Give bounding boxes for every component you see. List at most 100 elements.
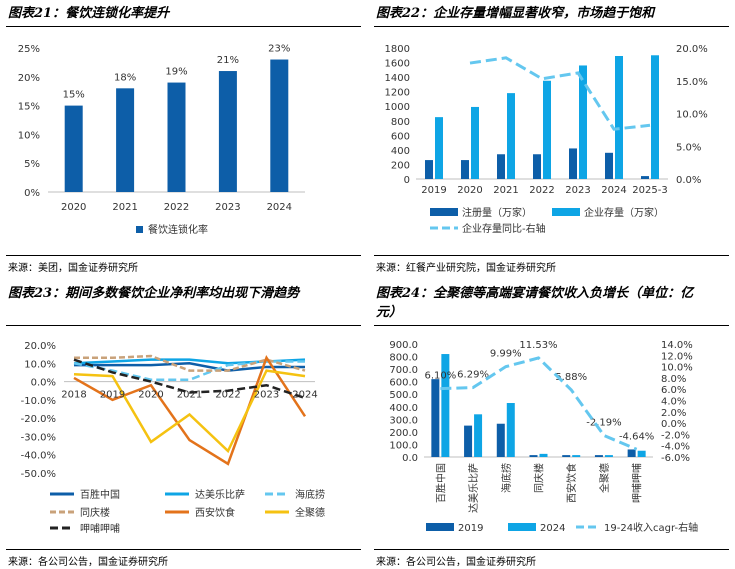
data-label: 19%: [165, 67, 187, 78]
y-tick-label: -40.0%: [21, 451, 56, 462]
chart-2: 0 200 400 600 800 1000 1200 1400 1600 1800 0.0% 5.0…: [385, 44, 708, 235]
x-tick-label: 2021: [493, 185, 518, 196]
line-西安饮食: [73, 355, 307, 466]
chart-1: 0% 5% 10% 15% 20% 25% 15% 2020 18% 2021 19% 2022 21%…: [18, 44, 305, 236]
y2-tick-label: 14.0%: [661, 340, 693, 351]
panel-2-bottom-rule: [374, 255, 729, 256]
panel-4-bottom-rule: [374, 549, 729, 550]
legend-label: 呷哺呷哺: [80, 522, 120, 535]
y2-tick-label: 6.0%: [661, 385, 686, 396]
bar-registrations-2021: [497, 154, 505, 179]
panel-4-title-line2: 元）: [376, 305, 403, 320]
bar-registrations-2019: [425, 160, 433, 179]
panel-1-title: 图表21：餐饮连锁化率提升: [8, 6, 170, 21]
y-tick-label: 1600: [385, 59, 410, 70]
panel-4-title-line1: 图表24：全聚德等高端宴请餐饮收入负增长（单位：亿: [376, 286, 694, 301]
y2-tick-label: 5.0%: [676, 142, 701, 153]
y-tick-label: 10%: [18, 130, 40, 141]
bar-2020: [64, 105, 83, 192]
legend-label: 餐饮连锁化率: [148, 223, 208, 236]
data-label: 15%: [63, 90, 85, 101]
panel-4-source: 来源：各公司公告，国金证券研究所: [376, 557, 536, 568]
x-tick-label: 2018: [61, 390, 86, 401]
y-tick-label: 0.0: [402, 453, 418, 464]
y-tick-label: 200.0: [389, 428, 418, 439]
panel-4-top-rule: [374, 325, 729, 326]
y-tick-label: 15%: [18, 102, 40, 113]
y-tick-label: 5%: [24, 159, 40, 170]
bar-stock-2020: [471, 106, 479, 179]
bar-2019-西安饮食: [562, 455, 571, 457]
panel-3-top-rule: [6, 325, 361, 326]
y2-tick-label: 2.0%: [661, 408, 686, 419]
x-tick-label: 2024: [267, 202, 292, 213]
y-tick-label: 400.0: [389, 403, 418, 414]
bar-stock-2025-3: [651, 55, 659, 179]
data-label: 23%: [268, 44, 290, 55]
y-tick-label: 1400: [385, 73, 410, 84]
data-label: 9.99%: [490, 349, 522, 360]
x-tick-label: 2024: [292, 390, 317, 401]
panel-1-bottom-rule: [6, 255, 361, 256]
y-tick-label: 10.0%: [24, 359, 56, 370]
bar-2024-百胜中国: [441, 354, 450, 457]
legend-label: 企业存量同比-右轴: [462, 222, 546, 235]
bar-2024-海底捞: [506, 403, 515, 457]
y2-tick-label: 10.0%: [676, 110, 708, 121]
bar-2023: [218, 71, 237, 192]
x-tick-label: 百胜中国: [434, 463, 447, 503]
y2-tick-label: 15.0%: [676, 77, 708, 88]
line-stock-yoy: [469, 56, 651, 131]
bar-2019-达美乐比萨: [464, 425, 473, 457]
y-tick-label: 0.0%: [31, 378, 56, 389]
bar-2019-全聚德: [594, 455, 603, 457]
panel-1-top-rule: [6, 26, 361, 27]
bar-2024-全聚德: [604, 455, 613, 457]
y-tick-label: 900.0: [389, 340, 418, 351]
y2-tick-label: 12.0%: [661, 351, 693, 362]
bar-stock-2021: [507, 93, 515, 179]
y-tick-label: 800: [391, 117, 410, 128]
x-tick-label: 呷哺呷哺: [631, 463, 644, 503]
x-tick-label: 海底捞: [500, 463, 513, 493]
data-label: 6.29%: [457, 370, 489, 381]
x-tick-label: 2024: [601, 185, 626, 196]
data-label: 18%: [114, 72, 136, 83]
y2-tick-label: -2.0%: [661, 430, 690, 441]
y2-tick-label: 10.0%: [661, 363, 693, 374]
bar-registrations-2023: [569, 148, 577, 179]
line-呷哺呷哺: [73, 358, 306, 400]
panel-2-title: 图表22：企业存量增幅显著收窄，市场趋于饱和: [376, 6, 655, 21]
bar-2019-海底捞: [496, 423, 505, 457]
bar-2022: [167, 82, 186, 192]
bar-2024-同庆楼: [539, 453, 548, 457]
data-label: -2.19%: [586, 417, 621, 428]
x-tick-label: 2022: [164, 202, 189, 213]
bar-2021: [116, 88, 135, 192]
legend-label: 海底捞: [295, 488, 325, 501]
x-tick-label: 2023: [254, 390, 279, 401]
y-tick-label: 0%: [24, 188, 40, 199]
y-tick-label: 700.0: [389, 365, 418, 376]
y-tick-label: 20%: [18, 73, 40, 84]
y-tick-label: -30.0%: [21, 432, 56, 443]
y-tick-label: -10.0%: [21, 396, 56, 407]
bar-stock-2019: [435, 117, 443, 179]
x-tick-label: 2021: [112, 202, 137, 213]
legend-label: 19-24收入cagr-右轴: [604, 521, 698, 534]
y-tick-label: 600: [391, 131, 410, 142]
y-tick-label: 0: [404, 175, 410, 186]
y-tick-label: 20.0%: [24, 341, 56, 352]
legend-swatch-2019: [426, 523, 454, 531]
x-tick-label: 2022: [215, 390, 240, 401]
bar-2024-西安饮食: [572, 455, 581, 457]
x-tick-label: 同庆楼: [533, 463, 546, 493]
panel-2-top-rule: [374, 26, 729, 27]
legend-label: 西安饮食: [195, 506, 235, 519]
y-tick-label: 400: [391, 146, 410, 157]
legend-label: 同庆楼: [80, 506, 110, 519]
legend-label: 2019: [458, 523, 483, 534]
bar-stock-2022: [543, 80, 551, 179]
y-tick-label: 1000: [385, 102, 410, 113]
